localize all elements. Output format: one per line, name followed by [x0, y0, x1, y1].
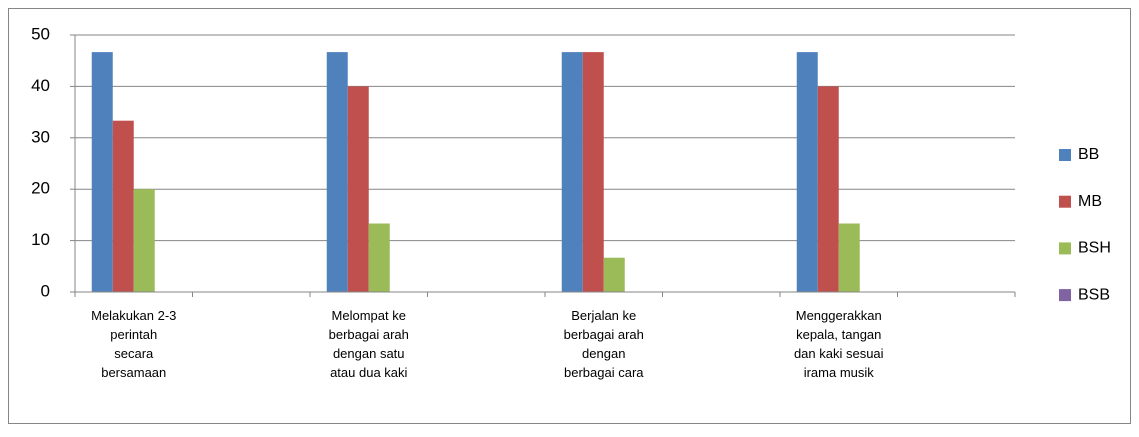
legend-swatch — [1059, 289, 1071, 302]
bar — [91, 52, 113, 293]
bar — [817, 86, 839, 293]
bar — [368, 223, 390, 292]
legend-swatch — [1059, 242, 1071, 255]
legend-label: BSH — [1078, 240, 1111, 257]
legend-label: BB — [1078, 146, 1099, 163]
bar — [838, 223, 860, 292]
y-tick-label: 50 — [31, 24, 50, 43]
bar — [133, 189, 155, 292]
y-tick-label: 40 — [31, 76, 50, 95]
bar — [347, 86, 369, 293]
y-tick-label: 20 — [31, 179, 50, 198]
x-tick-label: Berjalan ke berbagai arah dengan berbagai c… — [564, 308, 645, 380]
y-tick-label: 10 — [31, 230, 50, 249]
bar — [561, 52, 583, 293]
legend-swatch — [1059, 149, 1071, 161]
y-tick-label: 0 — [41, 281, 50, 300]
x-tick-label: Melompat ke berbagai arah dengan satu atau … — [329, 308, 409, 380]
bar — [796, 52, 818, 293]
y-tick-label: 30 — [31, 127, 50, 146]
bar — [326, 52, 348, 293]
legend-label: MB — [1078, 193, 1102, 210]
x-tick-label: Melakukan 2-3 perintah secara bersamaan — [91, 308, 176, 380]
bar — [112, 120, 134, 292]
x-tick-label: Menggerakkan kepala, tangan dan kaki sesua… — [794, 308, 884, 380]
bar — [582, 52, 604, 293]
legend-label: BSB — [1078, 286, 1110, 303]
bar — [603, 257, 625, 292]
legend-swatch — [1059, 195, 1071, 208]
